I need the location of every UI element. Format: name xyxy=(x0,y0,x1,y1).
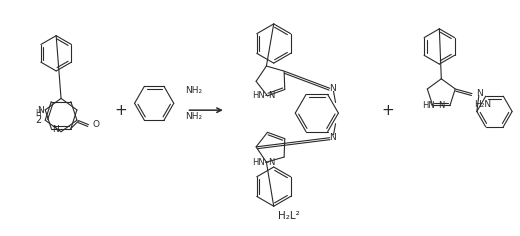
Text: H: H xyxy=(35,109,41,118)
Text: +: + xyxy=(114,103,127,118)
Text: +: + xyxy=(381,103,394,118)
Text: HN–N: HN–N xyxy=(252,91,276,100)
Text: NH₂: NH₂ xyxy=(185,86,202,95)
Text: 2: 2 xyxy=(35,115,42,125)
Text: HN–N: HN–N xyxy=(422,101,445,110)
Text: O: O xyxy=(93,120,99,129)
Text: HN–N: HN–N xyxy=(252,158,276,167)
Text: N: N xyxy=(329,133,336,142)
Text: N: N xyxy=(37,106,44,115)
Text: N: N xyxy=(476,89,483,98)
Text: H₂N: H₂N xyxy=(474,100,491,109)
Text: N: N xyxy=(52,125,59,134)
Text: H₂L²: H₂L² xyxy=(278,211,300,221)
Text: N: N xyxy=(329,84,336,93)
Text: NH₂: NH₂ xyxy=(185,112,202,121)
